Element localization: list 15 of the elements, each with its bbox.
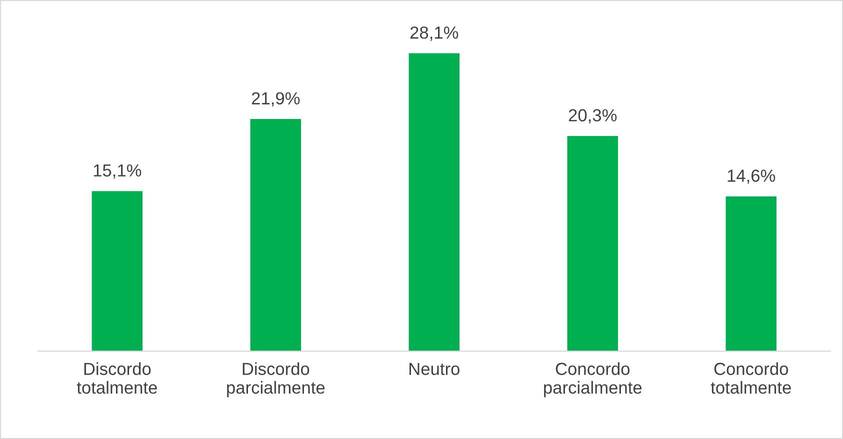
bar bbox=[726, 196, 776, 352]
data-label: 20,3% bbox=[568, 109, 617, 124]
x-tick-label: Discordo totalmente bbox=[76, 362, 157, 394]
bar bbox=[567, 136, 618, 352]
x-tick-label: Discordo parcialmente bbox=[227, 362, 325, 398]
bar bbox=[408, 53, 460, 352]
bar bbox=[250, 119, 302, 352]
x-tick-label: Concordo totalmente bbox=[710, 362, 791, 394]
x-tick-label: Neutro bbox=[410, 362, 460, 376]
x-tick-label: Concordo parcialmente bbox=[544, 362, 642, 398]
data-label: 28,1% bbox=[410, 26, 458, 41]
data-label: 14,6% bbox=[728, 170, 776, 184]
bar bbox=[92, 191, 143, 352]
data-label: 21,9% bbox=[252, 92, 300, 107]
data-label: 15,1% bbox=[94, 164, 142, 179]
